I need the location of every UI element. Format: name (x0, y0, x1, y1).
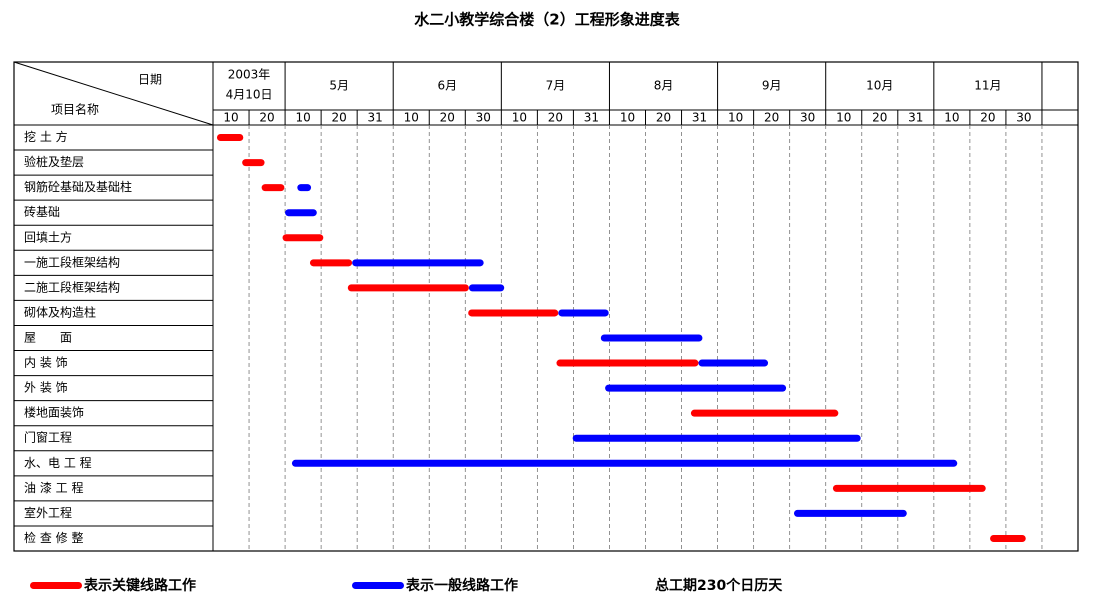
header-date: 日期 (138, 73, 162, 87)
period-label: 9月 (762, 79, 782, 93)
day-label: 10 (620, 111, 635, 125)
legend-label: 表示关键线路工作 (83, 577, 196, 594)
task-bar (832, 484, 986, 492)
day-label: 30 (800, 111, 815, 125)
day-label: 20 (259, 111, 274, 125)
day-label: 10 (836, 111, 851, 125)
task-bar (261, 184, 285, 192)
day-label: 20 (332, 111, 347, 125)
day-label: 30 (1016, 111, 1031, 125)
task-name: 门窗工程 (24, 430, 72, 445)
task-name: 室外工程 (24, 505, 72, 520)
task-name: 检 查 修 整 (24, 530, 83, 545)
period-label: 11月 (974, 79, 1001, 93)
day-label: 10 (512, 111, 527, 125)
task-name: 砖基础 (24, 204, 60, 219)
day-label: 10 (944, 111, 959, 125)
task-bar (558, 309, 609, 317)
task-name: 钢筋砼基础及基础柱 (24, 179, 132, 194)
task-bar (352, 259, 484, 267)
day-label: 31 (908, 111, 923, 125)
task-name: 验桩及垫层 (24, 154, 84, 169)
period-label: 7月 (546, 79, 566, 93)
day-label: 20 (872, 111, 887, 125)
day-label: 10 (404, 111, 419, 125)
day-label: 20 (764, 111, 779, 125)
task-name: 水、电 工 程 (24, 455, 92, 470)
task-name: 回填土方 (24, 229, 72, 244)
task-name: 屋 面 (24, 331, 72, 345)
task-name: 一施工段框架结构 (24, 254, 120, 269)
task-bar (309, 259, 353, 267)
task-bar (468, 284, 505, 292)
period-label: 8月 (654, 79, 674, 93)
day-label: 10 (728, 111, 743, 125)
day-label: 20 (980, 111, 995, 125)
day-label: 10 (223, 111, 238, 125)
header-diagonal (13, 61, 214, 126)
task-bar (216, 134, 244, 142)
header-name: 项目名称 (51, 102, 99, 117)
task-bar (605, 384, 787, 392)
period-label: 5月 (329, 79, 349, 93)
task-name: 砌体及构造柱 (24, 304, 96, 319)
task-name: 内 装 饰 (24, 356, 68, 370)
period-label: 4月10日 (226, 88, 273, 102)
day-label: 31 (368, 111, 383, 125)
task-bar (242, 159, 265, 167)
task-bar (600, 334, 703, 342)
task-bar (572, 434, 861, 442)
period-label: 6月 (437, 79, 457, 93)
task-bar (297, 184, 312, 192)
task-name: 二施工段框架结构 (24, 279, 120, 294)
task-name: 挖 土 方 (24, 129, 68, 144)
legend-label: 表示一般线路工作 (405, 577, 518, 594)
task-bar (291, 459, 958, 467)
day-label: 31 (692, 111, 707, 125)
task-bar (990, 534, 1026, 542)
task-bar (698, 359, 769, 367)
task-bar (468, 309, 559, 317)
chart-title: 水二小教学综合楼（2）工程形象进度表 (414, 11, 680, 29)
task-bar (282, 234, 324, 242)
day-label: 20 (656, 111, 671, 125)
task-bar (556, 359, 699, 367)
day-label: 31 (584, 111, 599, 125)
period-label: 10月 (866, 79, 893, 93)
task-name: 楼地面装饰 (24, 405, 84, 420)
period-label: 2003年 (228, 68, 271, 82)
task-name: 油 漆 工 程 (24, 480, 83, 495)
task-bar (285, 209, 317, 217)
day-label: 20 (548, 111, 563, 125)
day-label: 20 (440, 111, 455, 125)
day-label: 10 (295, 111, 310, 125)
task-name: 外 装 饰 (24, 381, 68, 395)
table-frame (13, 61, 1079, 552)
task-bar (347, 284, 469, 292)
task-bar (690, 409, 839, 417)
total-duration-note: 总工期230个日历天 (655, 577, 783, 594)
legend-swatch (352, 582, 404, 589)
day-label: 30 (476, 111, 491, 125)
legend-swatch (30, 582, 82, 589)
task-bar (793, 509, 907, 517)
